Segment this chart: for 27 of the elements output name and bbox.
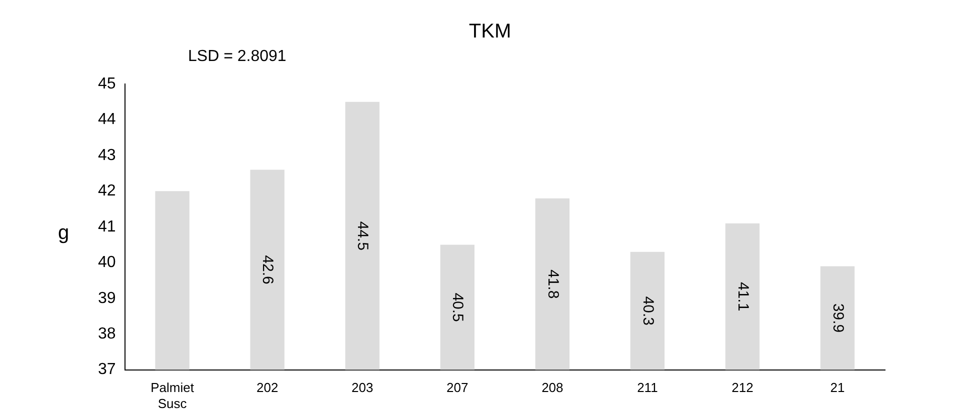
x-tick-label: Palmiet Susc bbox=[150, 380, 194, 411]
chart-title: TKM bbox=[468, 20, 512, 43]
x-tick-label: 211 bbox=[637, 380, 658, 396]
y-tick-label: 38 bbox=[98, 325, 116, 342]
data-label: 41.8 bbox=[544, 269, 562, 299]
y-tick-label: 39 bbox=[98, 290, 116, 307]
data-label: 39.9 bbox=[829, 303, 846, 333]
y-tick-label: 43 bbox=[98, 146, 116, 164]
x-tick-label: 21 bbox=[830, 380, 845, 396]
x-tick-label: 203 bbox=[352, 380, 374, 396]
y-tick-label: 42 bbox=[98, 182, 116, 200]
data-label: 44.5 bbox=[354, 221, 372, 250]
data-label: 42.6 bbox=[259, 255, 276, 284]
y-axis-title: g bbox=[58, 222, 70, 245]
y-tick-label: 45 bbox=[98, 75, 116, 92]
y-tick-label: 44 bbox=[98, 111, 116, 128]
y-tick-label: 40 bbox=[98, 254, 116, 272]
data-label: 40.3 bbox=[639, 296, 656, 326]
x-tick-label: 207 bbox=[446, 380, 468, 396]
x-tick-label: 208 bbox=[542, 380, 564, 396]
y-tick-label: 37 bbox=[98, 361, 116, 378]
x-tick-label: 202 bbox=[256, 380, 278, 396]
data-label: 41.1 bbox=[734, 282, 752, 312]
data-label: 40.5 bbox=[449, 292, 466, 322]
x-tick-label: 212 bbox=[732, 380, 754, 396]
text: LSD = 2.8091 bbox=[188, 48, 286, 66]
y-tick-label: 41 bbox=[98, 218, 116, 236]
